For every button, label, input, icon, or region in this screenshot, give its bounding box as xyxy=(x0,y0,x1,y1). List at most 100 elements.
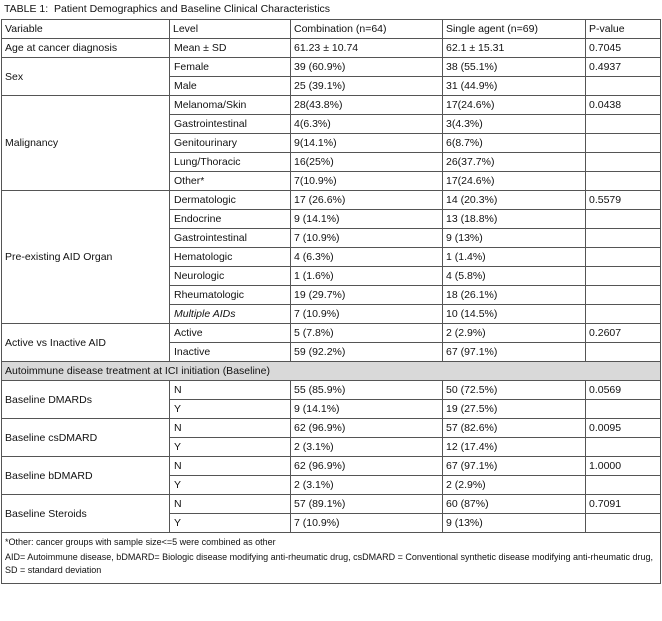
variable-cell: Age at cancer diagnosis xyxy=(1,38,170,58)
level-cell: Endocrine xyxy=(169,209,291,229)
single-agent-cell: 13 (18.8%) xyxy=(442,209,586,229)
combination-cell: 7 (10.9%) xyxy=(290,304,443,324)
header-row: Variable Level Combination (n=64) Single ag… xyxy=(1,19,661,39)
level-cell: Rheumatologic xyxy=(169,285,291,305)
data-row: Gastrointestinal 7 (10.9%) 9 (13%) xyxy=(2,228,661,248)
data-row: Endocrine 9 (14.1%) 13 (18.8%) xyxy=(2,209,661,229)
level-cell: Gastrointestinal xyxy=(169,228,291,248)
level-cell: Inactive xyxy=(169,342,291,362)
combination-cell: 19 (29.7%) xyxy=(290,285,443,305)
single-agent-cell: 1 (1.4%) xyxy=(442,247,586,267)
empty-cell xyxy=(585,304,661,324)
combination-cell: 2 (3.1%) xyxy=(290,437,443,457)
data-row: Neurologic 1 (1.6%) 4 (5.8%) xyxy=(2,266,661,286)
data-row: Sex Female 39 (60.9%) 38 (55.1%) 0.4937 xyxy=(1,57,661,96)
single-agent-cell: 67 (97.1%) xyxy=(442,456,586,476)
single-agent-cell: 4 (5.8%) xyxy=(442,266,586,286)
level-cell: N xyxy=(169,380,291,400)
level-cell: Female xyxy=(169,57,291,77)
header-cell: Variable xyxy=(1,19,170,39)
p-value-cell: 0.0438 xyxy=(585,95,661,115)
level-cell: Male xyxy=(169,76,291,96)
p-value-cell: 0.4937 xyxy=(585,57,661,77)
p-value-cell: 0.7045 xyxy=(585,38,661,58)
empty-cell xyxy=(585,247,661,267)
level-cell: Melanoma/Skin xyxy=(169,95,291,115)
combination-cell: 25 (39.1%) xyxy=(290,76,443,96)
empty-cell xyxy=(585,399,661,419)
single-agent-cell: 60 (87%) xyxy=(442,494,586,514)
single-agent-cell: 31 (44.9%) xyxy=(442,76,586,96)
level-cell: Y xyxy=(169,475,291,495)
data-row: Gastrointestinal 4(6.3%) 3(4.3%) xyxy=(2,114,661,134)
data-row: Baseline DMARDs N 55 (85.9%) 50 (72.5%) 0.05… xyxy=(1,380,661,419)
footnote-row: *Other: cancer groups with sample size<=… xyxy=(1,532,661,584)
single-agent-cell: 38 (55.1%) xyxy=(442,57,586,77)
demographics-table: Variable Level Combination (n=64) Single ag… xyxy=(1,19,661,584)
data-row: Other* 7(10.9%) 17(24.6%) xyxy=(2,171,661,191)
level-cell: N xyxy=(169,418,291,438)
combination-cell: 59 (92.2%) xyxy=(290,342,443,362)
level-cell: Multiple AIDs xyxy=(169,304,291,324)
section-cell: Autoimmune disease treatment at ICI init… xyxy=(1,361,661,381)
combination-cell: 62 (96.9%) xyxy=(290,418,443,438)
p-value-cell: 0.2607 xyxy=(585,323,661,343)
level-cell: Active xyxy=(169,323,291,343)
level-cell: Y xyxy=(169,513,291,533)
combination-cell: 62 (96.9%) xyxy=(290,456,443,476)
empty-cell xyxy=(585,133,661,153)
single-agent-cell: 57 (82.6%) xyxy=(442,418,586,438)
p-value-cell: 0.0569 xyxy=(585,380,661,400)
data-row: Active vs Inactive AID Active 5 (7.8%) 2 (2… xyxy=(1,323,661,362)
single-agent-cell: 17(24.6%) xyxy=(442,171,586,191)
p-value-cell: 0.7091 xyxy=(585,494,661,514)
single-agent-cell: 6(8.7%) xyxy=(442,133,586,153)
single-agent-cell: 14 (20.3%) xyxy=(442,190,586,210)
level-cell: Genitourinary xyxy=(169,133,291,153)
level-cell: Gastrointestinal xyxy=(169,114,291,134)
combination-cell: 4(6.3%) xyxy=(290,114,443,134)
combination-cell: 9 (14.1%) xyxy=(290,209,443,229)
empty-cell xyxy=(585,266,661,286)
variable-cell: Baseline DMARDs xyxy=(1,380,170,419)
header-cell: Single agent (n=69) xyxy=(442,19,586,39)
empty-cell xyxy=(585,76,661,96)
single-agent-cell: 2 (2.9%) xyxy=(442,475,586,495)
combination-cell: 16(25%) xyxy=(290,152,443,172)
data-row: Genitourinary 9(14.1%) 6(8.7%) xyxy=(2,133,661,153)
empty-cell xyxy=(585,228,661,248)
single-agent-cell: 9 (13%) xyxy=(442,228,586,248)
combination-cell: 57 (89.1%) xyxy=(290,494,443,514)
combination-cell: 5 (7.8%) xyxy=(290,323,443,343)
data-row: Malignancy Melanoma/Skin 28(43.8%) 17(24.6%… xyxy=(1,95,661,191)
level-cell: Y xyxy=(169,399,291,419)
header-cell: Combination (n=64) xyxy=(290,19,443,39)
single-agent-cell: 2 (2.9%) xyxy=(442,323,586,343)
single-agent-cell: 10 (14.5%) xyxy=(442,304,586,324)
table-body: Variable Level Combination (n=64) Single ag… xyxy=(1,19,661,584)
p-value-cell: 0.0095 xyxy=(585,418,661,438)
combination-cell: 2 (3.1%) xyxy=(290,475,443,495)
level-cell: Y xyxy=(169,437,291,457)
footnote-cell: *Other: cancer groups with sample size<=… xyxy=(1,532,661,584)
combination-cell: 39 (60.9%) xyxy=(290,57,443,77)
data-row: Age at cancer diagnosis Mean ± SD 61.23 ± … xyxy=(1,38,661,58)
level-cell: Other* xyxy=(169,171,291,191)
empty-cell xyxy=(585,209,661,229)
single-agent-cell: 67 (97.1%) xyxy=(442,342,586,362)
footnote: AID= Autoimmune disease, bDMARD= Biologi… xyxy=(5,552,654,575)
empty-cell xyxy=(585,475,661,495)
data-row: Baseline csDMARD N 62 (96.9%) 57 (82.6%) 0.0… xyxy=(1,418,661,457)
empty-cell xyxy=(585,342,661,362)
level-cell: Lung/Thoracic xyxy=(169,152,291,172)
combination-cell: 17 (26.6%) xyxy=(290,190,443,210)
table-caption: TABLE 1: Patient Demographics and Baseli… xyxy=(4,3,331,15)
empty-cell xyxy=(585,437,661,457)
single-agent-cell: 62.1 ± 15.31 xyxy=(442,38,586,58)
p-value-cell: 1.0000 xyxy=(585,456,661,476)
combination-cell: 1 (1.6%) xyxy=(290,266,443,286)
combination-cell: 61.23 ± 10.74 xyxy=(290,38,443,58)
single-agent-cell: 50 (72.5%) xyxy=(442,380,586,400)
